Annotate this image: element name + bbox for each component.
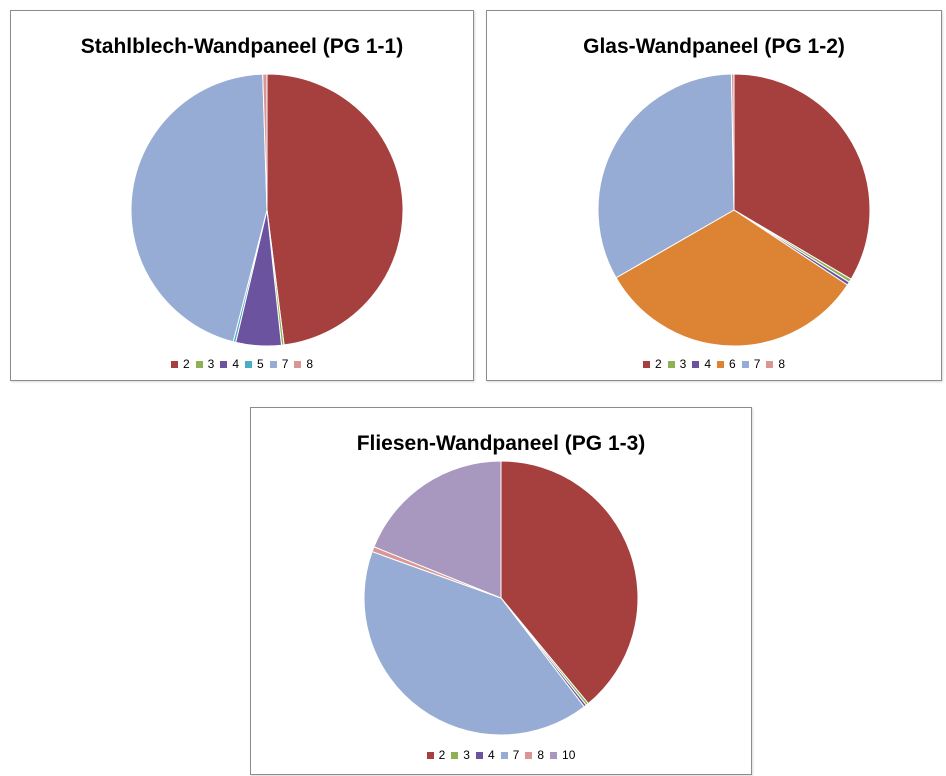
legend-swatch xyxy=(550,752,558,759)
chart-panel-glas: Glas-Wandpaneel (PG 1-2) 2 3 4 6 7 8 xyxy=(486,10,942,381)
chart-legend: 2 3 4 5 7 8 xyxy=(11,357,473,371)
legend-label: 2 xyxy=(182,357,190,371)
chart-panel-stahlblech: Stahlblech-Wandpaneel (PG 1-1) 2 3 4 5 7 8 xyxy=(10,10,474,381)
pie-slice-2 xyxy=(733,73,871,280)
pie-slice-6 xyxy=(615,209,848,347)
legend-swatch xyxy=(766,361,774,368)
pie-chart-glas xyxy=(597,73,871,347)
legend-entry-2: 2 xyxy=(642,357,662,371)
legend-label: 5 xyxy=(257,357,264,371)
legend-entry-8: 8 xyxy=(294,357,313,371)
legend-entry-7: 7 xyxy=(741,357,761,371)
legend-label: 8 xyxy=(778,357,786,371)
chart-title: Fliesen-Wandpaneel (PG 1-3) xyxy=(356,432,646,455)
pie-slice-8 xyxy=(262,73,268,211)
legend-swatch xyxy=(245,361,252,368)
legend-entry-5: 5 xyxy=(245,357,264,371)
legend-swatch xyxy=(451,752,459,759)
legend-entry-10: 10 xyxy=(550,748,575,762)
legend-label: 8 xyxy=(306,357,314,371)
legend-swatch xyxy=(642,361,650,368)
legend-label: 6 xyxy=(729,357,736,371)
chart-legend: 2 3 4 6 7 8 xyxy=(487,357,941,371)
legend-entry-2: 2 xyxy=(170,357,190,371)
legend-swatch xyxy=(426,752,434,759)
legend-swatch xyxy=(220,361,228,368)
chart-title: Stahlblech-Wandpaneel (PG 1-1) xyxy=(80,35,404,58)
pie-slice-2 xyxy=(266,73,404,346)
legend-entry-6: 6 xyxy=(717,357,736,371)
legend-swatch xyxy=(741,361,749,368)
pie-chart-fliesen xyxy=(363,460,639,736)
legend-swatch xyxy=(195,361,203,368)
legend-label: 3 xyxy=(679,357,687,371)
legend-label: 4 xyxy=(487,748,495,762)
legend-entry-8: 8 xyxy=(525,748,544,762)
legend-entry-4: 4 xyxy=(692,357,711,371)
legend-swatch xyxy=(667,361,675,368)
legend-swatch xyxy=(500,752,508,759)
legend-swatch xyxy=(170,361,178,368)
legend-entry-4: 4 xyxy=(220,357,239,371)
legend-entry-3: 3 xyxy=(195,357,215,371)
legend-label: 3 xyxy=(207,357,215,371)
legend-label: 4 xyxy=(704,357,711,371)
chart-legend: 2 3 4 7 8 10 xyxy=(251,748,751,762)
legend-label: 3 xyxy=(463,748,470,762)
legend-swatch xyxy=(475,752,483,759)
legend-label: 2 xyxy=(438,748,446,762)
legend-entry-3: 3 xyxy=(451,748,470,762)
legend-entry-4: 4 xyxy=(475,748,495,762)
pie-chart-stahlblech xyxy=(130,73,404,347)
chart-panel-fliesen: Fliesen-Wandpaneel (PG 1-3) 2 3 4 7 8 10 xyxy=(250,407,752,775)
pie-slice-7 xyxy=(363,551,585,736)
pie-slice-10 xyxy=(373,460,502,599)
legend-entry-8: 8 xyxy=(766,357,785,371)
legend-swatch xyxy=(525,752,533,759)
pie-slice-7 xyxy=(597,73,735,279)
legend-label: 7 xyxy=(512,748,520,762)
legend-swatch xyxy=(717,361,724,368)
legend-label: 10 xyxy=(562,748,576,762)
pie-slice-8 xyxy=(730,73,735,211)
pie-slice-7 xyxy=(130,73,268,343)
legend-entry-7: 7 xyxy=(269,357,289,371)
legend-entry-3: 3 xyxy=(667,357,687,371)
chart-title: Glas-Wandpaneel (PG 1-2) xyxy=(583,35,845,58)
legend-entry-2: 2 xyxy=(426,748,446,762)
legend-label: 7 xyxy=(753,357,761,371)
legend-swatch xyxy=(269,361,277,368)
legend-swatch xyxy=(294,361,302,368)
legend-swatch xyxy=(692,361,700,368)
legend-label: 7 xyxy=(281,357,289,371)
legend-entry-7: 7 xyxy=(500,748,520,762)
legend-label: 2 xyxy=(654,357,662,371)
pie-slice-2 xyxy=(500,460,639,705)
legend-label: 8 xyxy=(537,748,545,762)
legend-label: 4 xyxy=(232,357,239,371)
